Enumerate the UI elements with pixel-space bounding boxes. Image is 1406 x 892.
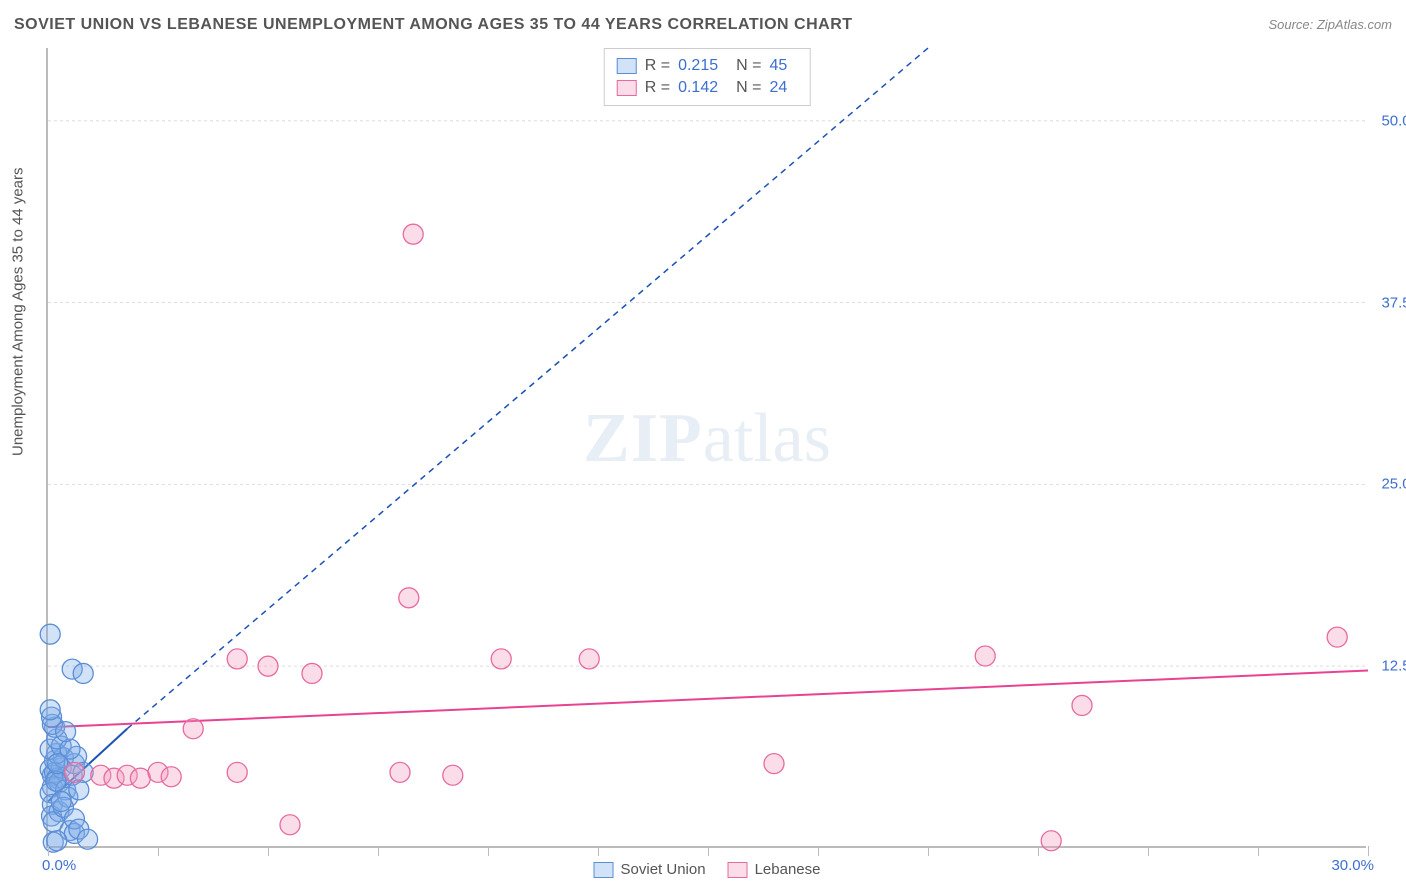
y-tick-label: 12.5%	[1381, 658, 1406, 675]
legend-label-lebanese: Lebanese	[755, 861, 821, 878]
x-tick	[1148, 846, 1149, 856]
scatter-plot-area: ZIPatlas R = 0.215 N = 45 R = 0.142 N = …	[46, 48, 1366, 848]
x-tick	[268, 846, 269, 856]
stats-n-label: N =	[736, 57, 761, 75]
legend-item-lebanese: Lebanese	[728, 861, 821, 878]
x-axis-max-label: 30.0%	[1331, 857, 1374, 874]
x-tick	[1368, 846, 1369, 856]
x-tick	[1258, 846, 1259, 856]
stats-n-value-lebanese: 24	[769, 79, 787, 97]
stats-r-label: R =	[645, 79, 670, 97]
stats-n-value-soviet: 45	[769, 57, 787, 75]
x-tick	[488, 846, 489, 856]
stats-n-label: N =	[736, 79, 761, 97]
legend-label-soviet: Soviet Union	[621, 861, 706, 878]
x-tick	[1038, 846, 1039, 856]
legend-swatch-lebanese	[728, 862, 748, 878]
chart-title: SOVIET UNION VS LEBANESE UNEMPLOYMENT AM…	[14, 16, 853, 34]
x-tick	[48, 846, 49, 856]
x-tick	[708, 846, 709, 856]
stats-row-soviet: R = 0.215 N = 45	[617, 55, 798, 77]
y-tick-label: 25.0%	[1381, 476, 1406, 493]
swatch-lebanese	[617, 80, 637, 96]
legend-swatch-soviet	[594, 862, 614, 878]
bottom-legend: Soviet Union Lebanese	[594, 861, 821, 878]
legend-item-soviet: Soviet Union	[594, 861, 706, 878]
y-axis-label: Unemployment Among Ages 35 to 44 years	[10, 436, 27, 456]
x-tick	[158, 846, 159, 856]
x-tick	[928, 846, 929, 856]
y-tick-label: 50.0%	[1381, 112, 1406, 129]
source-attribution: Source: ZipAtlas.com	[1268, 17, 1392, 32]
swatch-soviet	[617, 58, 637, 74]
chart-svg	[48, 48, 1366, 846]
stats-r-value-lebanese: 0.142	[678, 79, 718, 97]
stats-row-lebanese: R = 0.142 N = 24	[617, 77, 798, 99]
x-tick	[378, 846, 379, 856]
x-tick	[598, 846, 599, 856]
x-axis-min-label: 0.0%	[42, 857, 76, 874]
x-tick	[818, 846, 819, 856]
stats-r-label: R =	[645, 57, 670, 75]
stats-r-value-soviet: 0.215	[678, 57, 718, 75]
correlation-stats-box: R = 0.215 N = 45 R = 0.142 N = 24	[604, 48, 811, 106]
y-tick-label: 37.5%	[1381, 294, 1406, 311]
